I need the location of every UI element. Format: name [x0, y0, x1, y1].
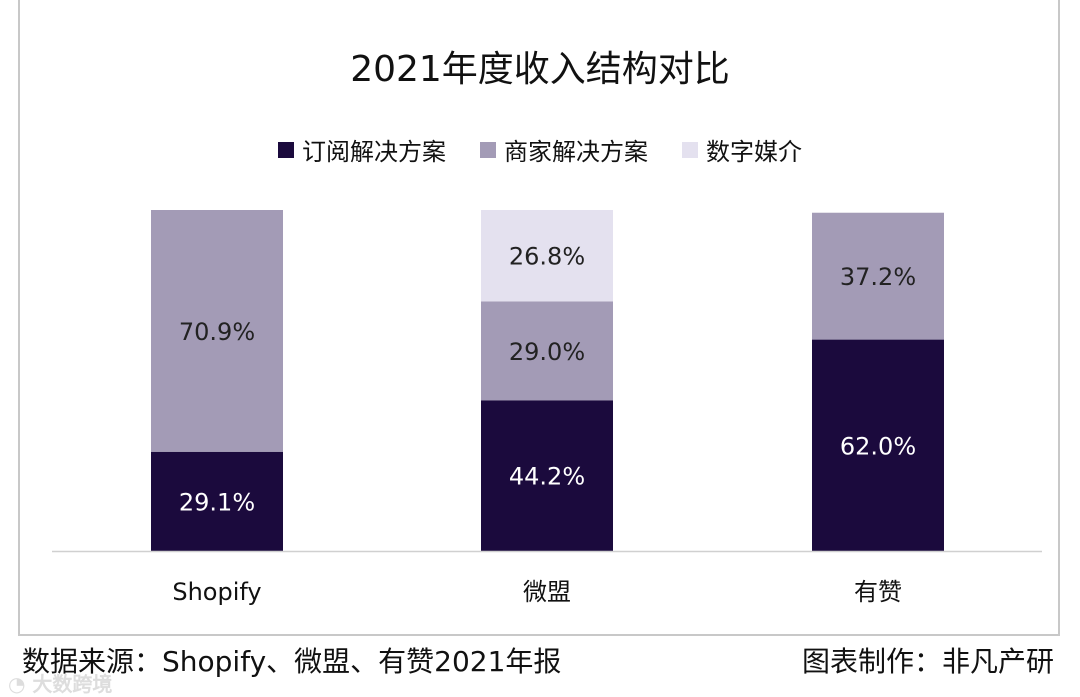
- source-note: 数据来源：Shopify、微盟、有赞2021年报: [22, 645, 562, 678]
- legend-item: 数字媒介: [682, 132, 802, 167]
- x-tick-label: Shopify: [172, 578, 261, 606]
- bar-segment: [481, 210, 613, 302]
- bar-segment: [481, 301, 613, 401]
- x-tick-label: 微盟: [523, 578, 571, 606]
- bar-segment: [481, 400, 613, 551]
- legend-swatch: [278, 141, 294, 158]
- data-label: 37.2%: [840, 263, 916, 291]
- data-label: 44.2%: [509, 463, 585, 491]
- watermark-logo: ◔ 大数跨境: [8, 672, 113, 696]
- legend-item: 订阅解决方案: [278, 132, 446, 167]
- legend-swatch: [682, 141, 698, 158]
- legend-item: 商家解决方案: [480, 132, 648, 167]
- x-tick-label: 有赞: [854, 578, 902, 606]
- chart-title: 2021年度收入结构对比: [350, 49, 730, 90]
- legend: 订阅解决方案 商家解决方案 数字媒介: [0, 132, 1080, 167]
- bar-segment: [151, 210, 283, 452]
- data-label: 62.0%: [840, 432, 916, 460]
- bar-segment: [151, 451, 283, 551]
- data-label: 26.8%: [509, 243, 585, 271]
- data-label: 29.0%: [509, 338, 585, 366]
- legend-label: 数字媒介: [706, 138, 802, 166]
- data-label: 29.1%: [179, 488, 255, 516]
- legend-label: 订阅解决方案: [302, 138, 446, 166]
- legend-swatch: [480, 141, 496, 158]
- credit-note: 图表制作：非凡产研: [801, 645, 1054, 678]
- legend-label: 商家解决方案: [504, 138, 648, 166]
- data-label: 70.9%: [179, 318, 255, 346]
- bar-segment: [812, 212, 944, 340]
- bar-segment: [812, 339, 944, 551]
